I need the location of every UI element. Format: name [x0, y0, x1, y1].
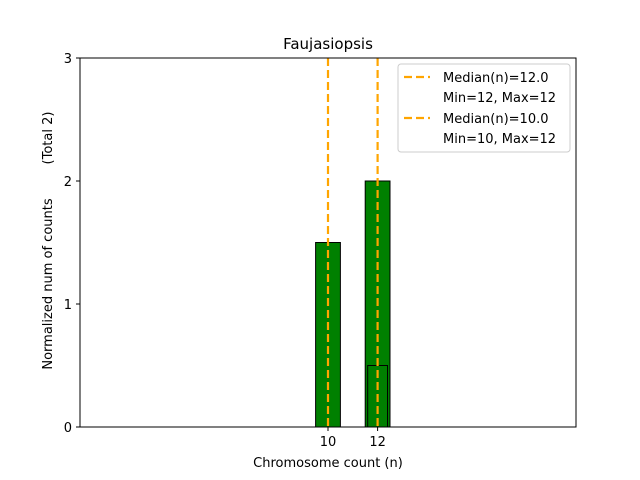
y-tick-label: 2 [64, 175, 72, 190]
bars [315, 180, 391, 428]
x-axis-label: Chromosome count (n) [253, 456, 403, 471]
y-tick-label: 0 [64, 421, 72, 436]
x-tick-label: 12 [369, 435, 386, 450]
y-axis-total-label: (Total 2) [41, 112, 56, 165]
legend: Median(n)=12.0 Min=12, Max=12 Median(n)=10… [397, 63, 571, 153]
chart-title: Faujasiopsis [283, 35, 373, 53]
y-tick-label: 3 [64, 52, 72, 67]
y-axis-label: Normalized num of counts [41, 198, 56, 369]
legend-sublabel: Min=12, Max=12 [443, 91, 556, 106]
legend-sublabel: Min=10, Max=12 [443, 132, 556, 147]
legend-label: Median(n)=10.0 [443, 112, 549, 127]
legend-label: Median(n)=12.0 [443, 71, 549, 86]
median-lines [326, 58, 379, 427]
legend-box [397, 63, 571, 153]
y-tick-label: 1 [64, 298, 72, 313]
x-tick-label: 10 [320, 435, 337, 450]
